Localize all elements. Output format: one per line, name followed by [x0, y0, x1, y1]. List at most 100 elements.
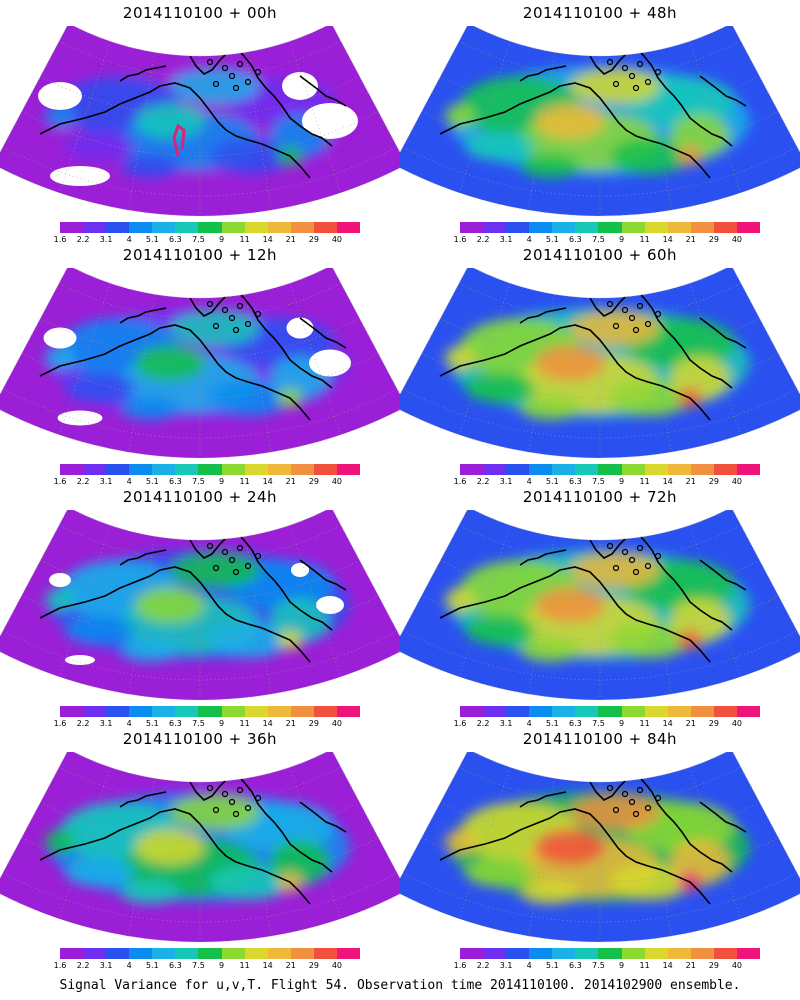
field-contour: [135, 345, 205, 381]
colorbar-segment: [460, 222, 484, 233]
coastline: [519, 791, 567, 808]
colorbar-tick-label: 11: [239, 477, 250, 486]
graticule-latitude: [21, 111, 379, 157]
domain-outline: [400, 268, 800, 459]
graticule-longitude: [58, 525, 111, 677]
colorbar-tick-label: 14: [262, 235, 273, 244]
colorbar-segment: [152, 464, 176, 475]
colorbar-segment: [552, 222, 576, 233]
colorbar-segment: [506, 464, 530, 475]
coastline: [439, 82, 711, 179]
panel-title: 2014110100 + 12h: [122, 246, 278, 264]
colorbar-tick-label: 1.6: [53, 477, 67, 486]
island: [644, 320, 652, 328]
colorbar-segment: [736, 948, 761, 959]
colorbar-segment: [221, 948, 245, 959]
colorbar-segment: [336, 464, 361, 475]
colorbar-tick-label: 29: [708, 961, 719, 970]
coastline: [699, 559, 747, 591]
island: [628, 798, 636, 806]
colorbar-tick-label: 9: [618, 719, 625, 728]
field-contour: [120, 154, 180, 178]
colorbar-tick-label: 2.2: [476, 719, 490, 728]
graticule-longitude: [400, 510, 469, 649]
colorbar-labels: 1.6 2.2 3.1 4 5.1 6.3 7.5 9 11 14 21 29 40: [454, 719, 760, 731]
graticule-longitude: [689, 525, 742, 677]
graticule-longitude: [645, 52, 672, 211]
colorbar-tick-label: 4: [126, 719, 132, 728]
island: [636, 786, 644, 794]
island: [236, 302, 244, 310]
graticule-latitude: [421, 837, 779, 883]
colorbar-segment: [598, 222, 622, 233]
colorbar-segment: [552, 948, 576, 959]
coastline: [214, 523, 245, 535]
graticule-longitude: [458, 283, 511, 435]
colorbar-labels: 1.6 2.2 3.1 4 5.1 6.3 7.5 9 11 14 21 29 40: [54, 477, 360, 489]
island: [232, 84, 240, 92]
graticule-longitude: [245, 294, 272, 453]
colorbar-labels: 1.6 2.2 3.1 4 5.1 6.3 7.5 9 11 14 21 29 40: [54, 719, 360, 731]
colorbar-tick-label: 5.1: [545, 961, 559, 970]
colorbar-segment: [198, 222, 222, 233]
graticule-longitude: [58, 767, 111, 919]
colorbar-labels: 1.6 2.2 3.1 4 5.1 6.3 7.5 9 11 14 21 29 40: [454, 961, 760, 973]
coastline: [439, 808, 711, 905]
coastline: [519, 549, 567, 566]
island: [221, 64, 229, 72]
island: [221, 306, 229, 314]
graticule-longitude: [0, 510, 69, 649]
colorbar-segment: [83, 464, 107, 475]
colorbar-segment: [313, 222, 337, 233]
graticule-latitude: [421, 353, 779, 399]
field-contour: [465, 373, 535, 403]
colorbar-tick-label: 3.1: [99, 719, 113, 728]
missing-data-region: [316, 596, 344, 614]
colorbar-tick-label: 29: [708, 719, 719, 728]
field-contour: [135, 587, 205, 623]
graticule-latitude: [421, 111, 779, 157]
colorbar-tick-label: 14: [662, 235, 673, 244]
coastline: [299, 559, 347, 591]
graticule-longitude: [0, 752, 69, 891]
island: [212, 564, 220, 572]
colorbar-tick-label: 4: [526, 719, 532, 728]
colorbar-tick-label: 5.1: [145, 719, 159, 728]
colorbar-tick-label: 29: [708, 477, 719, 486]
colorbar-segment: [598, 464, 622, 475]
island: [644, 562, 652, 570]
colorbar-segment: [644, 706, 668, 717]
colorbar-tick-label: 9: [218, 719, 225, 728]
colorbar-tick-label: 14: [262, 477, 273, 486]
colorbar-tick-label: 14: [262, 961, 273, 970]
map-panel: 2014110100 + 72h 1.6 2.2 3.1 4 5.1 6.3 7.5 9 11 14…: [400, 484, 800, 728]
graticule-longitude: [245, 52, 272, 211]
colorbar-tick-label: 6.3: [169, 719, 182, 728]
colorbar-tick-label: 40: [331, 477, 343, 486]
graticule-longitude: [458, 41, 511, 193]
island: [612, 80, 620, 88]
colorbar-segment: [736, 464, 761, 475]
graticule-latitude: [21, 595, 379, 641]
colorbar-tick-label: 6.3: [569, 719, 582, 728]
colorbar-tick-label: 40: [731, 235, 743, 244]
island: [606, 784, 614, 792]
coastline: [299, 801, 347, 833]
colorbar-segment: [198, 948, 222, 959]
graticule-longitude: [528, 294, 555, 453]
coastline: [519, 307, 567, 324]
colorbar-tick-label: 21: [285, 719, 296, 728]
colorbar-segment: [690, 706, 714, 717]
colorbar: [460, 948, 761, 959]
colorbar-tick-label: 3.1: [499, 719, 513, 728]
colorbar-tick-label: 7.5: [192, 235, 205, 244]
colorbar-tick-label: 29: [308, 235, 319, 244]
colorbar-labels: 1.6 2.2 3.1 4 5.1 6.3 7.5 9 11 14 21 29 40: [454, 235, 760, 247]
colorbar-tick-label: 5.1: [545, 477, 559, 486]
colorbar-tick-label: 4: [126, 235, 132, 244]
coastline: [119, 307, 167, 324]
colorbar-tick-label: 40: [331, 235, 343, 244]
field-contour: [65, 373, 135, 403]
missing-data-region: [286, 317, 314, 339]
coastline: [39, 566, 311, 663]
